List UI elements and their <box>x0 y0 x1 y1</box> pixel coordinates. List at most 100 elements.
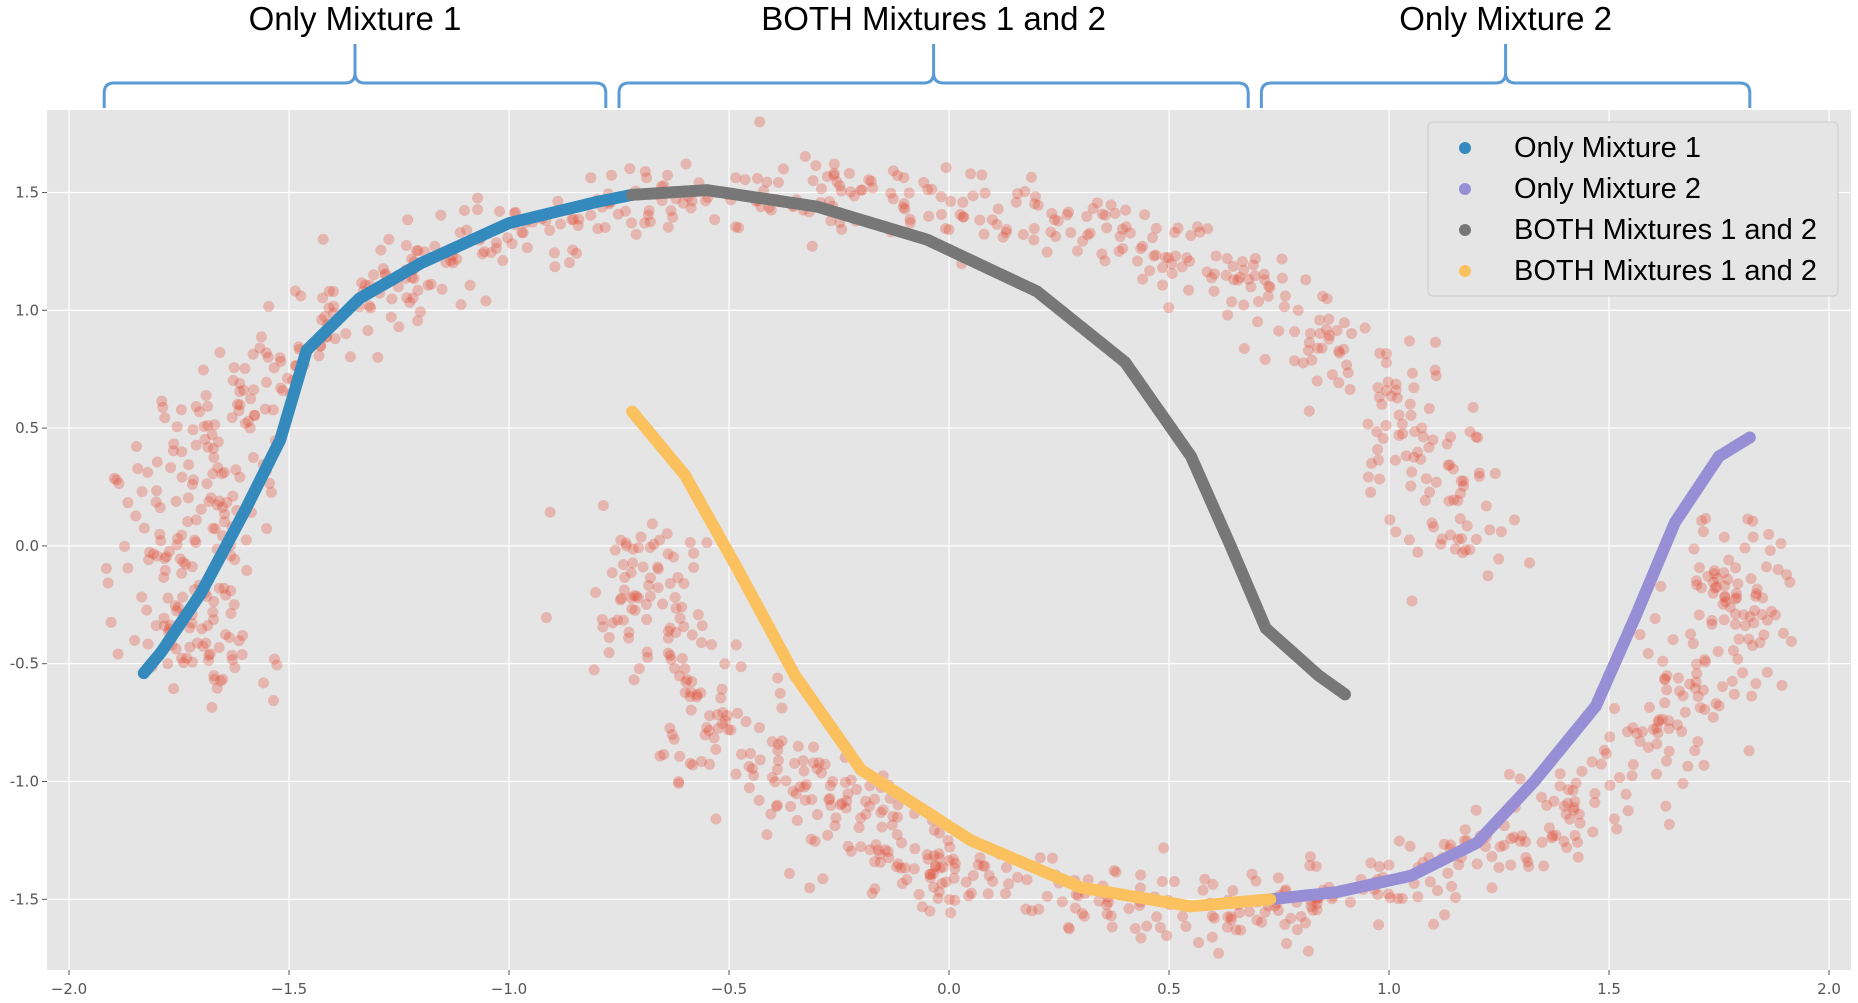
y-tick-label: 0.5 <box>15 419 39 437</box>
data-point <box>807 175 819 187</box>
data-point <box>1547 830 1559 842</box>
bracket-label-0: Only Mixture 1 <box>249 0 462 37</box>
data-point <box>573 213 585 225</box>
data-point <box>860 808 872 820</box>
data-point <box>1729 618 1741 630</box>
data-point <box>217 673 229 685</box>
data-point <box>1698 759 1710 771</box>
data-point <box>657 598 669 610</box>
data-point <box>933 848 945 860</box>
data-point <box>199 433 211 445</box>
data-point <box>1457 547 1469 559</box>
data-point <box>177 591 189 603</box>
data-point <box>704 710 716 722</box>
data-point <box>695 687 707 699</box>
data-point <box>1417 431 1429 443</box>
x-tick-label: 0.5 <box>1157 980 1181 998</box>
data-point <box>1520 851 1532 863</box>
data-point <box>1000 226 1012 238</box>
data-point <box>1404 398 1416 410</box>
data-point <box>1746 690 1758 702</box>
data-point <box>1113 245 1125 257</box>
data-point <box>1157 262 1169 274</box>
data-point <box>867 182 879 194</box>
data-point <box>1493 861 1505 873</box>
data-point <box>748 769 760 781</box>
data-point <box>1749 605 1761 617</box>
data-point <box>1671 719 1683 731</box>
data-point <box>1761 614 1773 626</box>
data-point <box>1304 327 1316 339</box>
data-point <box>899 862 911 874</box>
data-point <box>571 247 583 259</box>
data-point <box>945 907 957 919</box>
data-point <box>196 623 208 635</box>
data-point <box>1253 296 1265 308</box>
data-point <box>924 868 936 880</box>
data-point <box>632 542 644 554</box>
data-point <box>214 347 226 359</box>
data-point <box>617 614 629 626</box>
data-point <box>1467 401 1479 413</box>
data-point <box>141 604 153 616</box>
data-point <box>490 237 502 249</box>
data-point <box>1464 426 1476 438</box>
data-point <box>1163 302 1175 314</box>
data-point <box>1560 808 1572 820</box>
data-point <box>549 261 561 273</box>
data-point <box>1453 859 1465 871</box>
data-point <box>1228 274 1240 286</box>
data-point <box>615 534 627 546</box>
data-point <box>611 614 623 626</box>
data-point <box>666 729 678 741</box>
data-point <box>800 779 812 791</box>
data-point <box>1697 684 1709 696</box>
y-tick-label: 1.5 <box>15 183 39 201</box>
data-point <box>122 497 134 509</box>
data-point <box>684 691 696 703</box>
data-point <box>885 187 897 199</box>
data-point <box>592 223 604 235</box>
data-point <box>1745 573 1757 585</box>
data-point <box>1486 882 1498 894</box>
data-point <box>207 522 219 534</box>
data-point <box>1380 357 1392 369</box>
data-point <box>935 191 947 203</box>
data-point <box>202 620 214 632</box>
data-point <box>1709 582 1721 594</box>
data-point <box>1423 441 1435 453</box>
data-point <box>765 808 777 820</box>
data-point <box>1554 768 1566 780</box>
data-point <box>958 211 970 223</box>
data-point <box>190 536 202 548</box>
data-point <box>787 785 799 797</box>
data-point <box>772 672 784 684</box>
data-point <box>1245 281 1257 293</box>
data-point <box>1300 917 1312 929</box>
data-point <box>1435 538 1447 550</box>
data-point <box>1785 635 1797 647</box>
data-point <box>1682 760 1694 772</box>
data-point <box>1342 367 1354 379</box>
data-point <box>1326 369 1338 381</box>
data-point <box>176 471 188 483</box>
data-point <box>901 874 913 886</box>
data-point <box>669 592 681 604</box>
data-point <box>851 784 863 796</box>
data-point <box>1747 639 1759 651</box>
data-point <box>809 835 821 847</box>
data-point <box>733 222 745 234</box>
data-point <box>1243 273 1255 285</box>
data-point <box>1106 921 1118 933</box>
data-point <box>804 882 816 894</box>
data-point <box>979 187 991 199</box>
data-point <box>1278 301 1290 313</box>
data-point <box>921 849 933 861</box>
data-point <box>945 195 957 207</box>
data-point <box>960 876 972 888</box>
data-point <box>240 534 252 546</box>
data-point <box>1134 882 1146 894</box>
data-point <box>943 893 955 905</box>
data-point <box>458 204 470 216</box>
data-point <box>1764 544 1776 556</box>
